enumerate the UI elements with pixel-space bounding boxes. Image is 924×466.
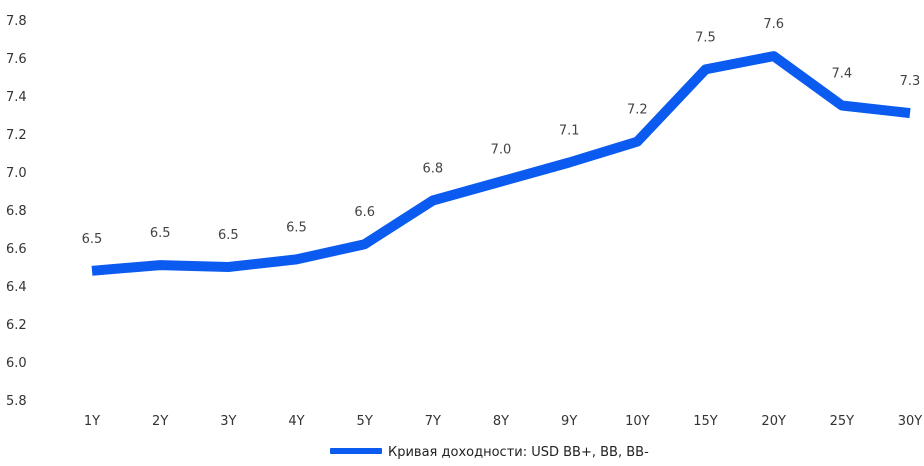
series-layer xyxy=(91,51,911,276)
x-tick-label: 10Y xyxy=(625,414,650,429)
x-tick-label: 7Y xyxy=(425,414,441,429)
y-tick-label: 6.6 xyxy=(6,242,27,257)
data-label: 7.6 xyxy=(763,17,784,32)
y-tick-label: 6.2 xyxy=(6,318,27,333)
y-tick-label: 7.0 xyxy=(6,166,27,181)
legend: Кривая доходности: USD BB+, BB, BB- xyxy=(330,445,649,460)
data-label: 7.2 xyxy=(627,103,648,118)
x-tick-label: 20Y xyxy=(761,414,786,429)
x-tick-label: 15Y xyxy=(693,414,718,429)
x-tick-label: 5Y xyxy=(357,414,373,429)
y-axis-ticks: 5.8 6.0 6.2 6.4 6.6 6.8 7.0 7.2 7.4 7.6 7.8 xyxy=(6,14,27,409)
x-tick-label: 2Y xyxy=(152,414,168,429)
x-axis-ticks: 1Y 2Y 3Y 4Y 5Y 7Y 8Y 9Y 10Y 15Y 20Y 25Y 30Y xyxy=(84,414,922,429)
y-tick-label: 5.8 xyxy=(6,394,27,409)
y-tick-label: 7.6 xyxy=(6,52,27,67)
y-tick-label: 6.4 xyxy=(6,280,27,295)
y-tick-label: 6.0 xyxy=(6,356,27,371)
x-tick-label: 4Y xyxy=(288,414,304,429)
data-label: 7.5 xyxy=(695,30,716,45)
y-tick-label: 7.4 xyxy=(6,90,27,105)
data-label: 6.5 xyxy=(150,226,171,241)
y-tick-label: 7.2 xyxy=(6,128,27,143)
data-label: 7.0 xyxy=(491,143,512,158)
x-tick-label: 30Y xyxy=(898,414,923,429)
data-label: 7.4 xyxy=(831,67,852,82)
data-label: 6.8 xyxy=(422,162,443,177)
data-label: 6.5 xyxy=(82,232,103,247)
x-tick-label: 3Y xyxy=(220,414,236,429)
series-line xyxy=(91,51,911,276)
legend-swatch xyxy=(330,448,382,454)
data-label: 7.3 xyxy=(900,74,921,89)
y-tick-label: 7.8 xyxy=(6,14,27,29)
data-label: 6.5 xyxy=(286,220,307,235)
x-tick-label: 9Y xyxy=(561,414,577,429)
y-tick-label: 6.8 xyxy=(6,204,27,219)
legend-label: Кривая доходности: USD BB+, BB, BB- xyxy=(388,445,649,460)
x-tick-label: 8Y xyxy=(493,414,509,429)
data-label: 7.1 xyxy=(559,124,580,139)
x-tick-label: 1Y xyxy=(84,414,100,429)
data-label: 6.6 xyxy=(354,205,375,220)
x-tick-label: 25Y xyxy=(830,414,855,429)
data-labels: 6.5 6.5 6.5 6.5 6.6 6.8 7.0 7.1 7.2 7.5 7.6 7.4 7.3 xyxy=(82,17,921,247)
data-label: 6.5 xyxy=(218,228,239,243)
